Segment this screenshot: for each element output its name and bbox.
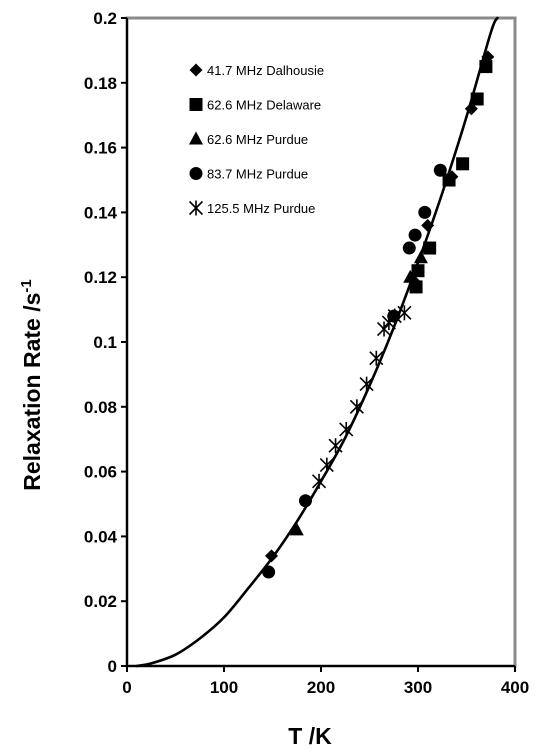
legend-label: 41.7 MHz Dalhousie [207,63,324,78]
data-point-asterisk [359,376,374,392]
data-point-asterisk [349,399,364,415]
data-point-square [456,157,470,171]
legend-marker-diamond [189,63,203,77]
series-asterisk [311,305,412,489]
legend-label: 62.6 MHz Purdue [207,132,308,147]
x-axis-ticks: 0 100 200 300 400 [122,666,529,697]
data-point-asterisk [339,421,354,437]
legend: 41.7 MHz Dalhousie 62.6 MHz Delaware 62.6 … [188,63,324,216]
x-tick-label: 100 [210,678,238,697]
data-point-triangle [413,250,428,264]
y-axis-title: Relaxation Rate /s-1 [18,279,45,490]
plot-area-border [125,16,517,668]
fit-curve-group [135,16,499,668]
data-point-square [423,241,437,255]
y-tick-label: 0.1 [93,333,117,352]
data-point-square [479,60,493,74]
y-axis-ticks: 0 0.02 0.04 0.06 0.08 0.1 0.12 0.14 0.16 0.18 0.2 [84,9,127,676]
data-point-diamond [265,549,279,563]
x-tick-label: 0 [122,678,131,697]
y-tick-label: 0.2 [93,9,117,28]
data-point-triangle [403,269,418,283]
data-point-triangle [289,522,304,536]
y-axis-title-main: Relaxation Rate /s [19,293,45,491]
legend-marker-square [189,98,203,111]
series-diamond [265,50,495,563]
series-triangle [289,250,428,536]
data-point-asterisk [328,438,343,454]
x-axis-title: T /K [288,723,332,749]
legend-marker-asterisk [188,200,204,216]
series-circle [262,163,447,579]
data-points [262,50,495,579]
data-point-asterisk [319,457,334,473]
data-point-circle [402,241,416,255]
data-point-square [409,280,423,294]
y-axis-title-superscript: -1 [18,279,35,292]
legend-marker-circle [189,167,203,180]
data-point-circle [262,565,276,579]
plot-frame [125,16,517,668]
data-point-circle [433,163,447,177]
y-tick-label: 0.08 [84,398,117,417]
legend-label: 83.7 MHz Purdue [207,167,308,182]
legend-label: 62.6 MHz Delaware [207,98,321,113]
x-tick-label: 200 [307,678,335,697]
y-tick-label: 0.04 [84,527,118,546]
data-point-asterisk [369,350,384,366]
data-point-circle [418,205,432,219]
y-tick-label: 0 [108,657,117,676]
y-tick-label: 0.02 [84,592,117,611]
legend-label: 125.5 MHz Purdue [207,201,315,216]
data-point-circle [408,228,422,242]
y-tick-label: 0.14 [84,203,118,222]
data-point-square [442,173,456,187]
y-tick-label: 0.18 [84,74,117,93]
data-point-asterisk [397,305,412,321]
data-point-asterisk [387,308,402,324]
y-tick-label: 0.12 [84,268,117,287]
data-point-diamond [421,218,435,232]
data-point-square [470,92,484,106]
fit-curve [135,16,499,668]
series-square [409,60,493,294]
data-point-asterisk [311,473,327,489]
x-tick-label: 300 [404,678,432,697]
legend-marker-triangle [189,131,203,145]
x-tick-label: 400 [501,678,529,697]
data-point-circle [298,494,312,508]
y-tick-label: 0.16 [84,139,117,158]
data-point-square [411,264,425,278]
y-tick-label: 0.06 [84,463,117,482]
